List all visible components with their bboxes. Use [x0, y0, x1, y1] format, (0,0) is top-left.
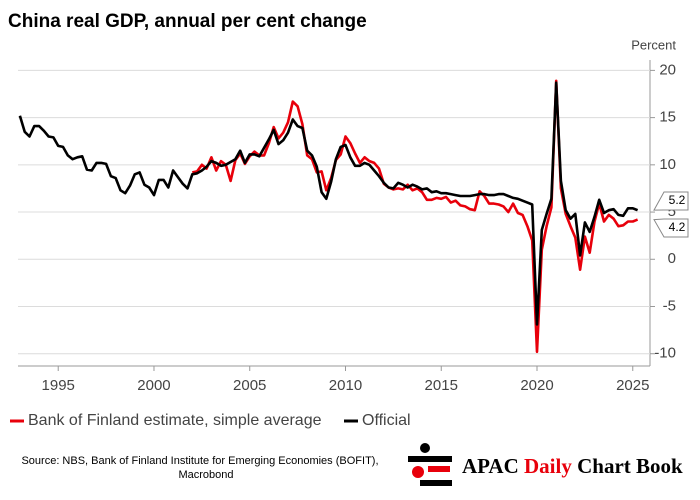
- end-label: 5.2: [669, 193, 686, 207]
- y-tick-label: 15: [659, 109, 676, 126]
- logo-icon: [408, 443, 452, 486]
- legend-label: Bank of Finland estimate, simple average: [28, 412, 322, 429]
- end-label-box: [653, 191, 689, 211]
- y-tick-label: -5: [663, 297, 676, 314]
- x-tick-label: 2000: [137, 377, 170, 394]
- brand-part: Chart Book: [577, 454, 683, 478]
- end-label: 4.2: [669, 220, 686, 234]
- x-tick-label: 2010: [329, 377, 362, 394]
- brand: APAC Daily Chart Book: [462, 454, 683, 478]
- source: Source: NBS, Bank of Finland Institute f…: [21, 455, 378, 467]
- x-tick-label: 2015: [425, 377, 458, 394]
- series-line: [192, 79, 639, 354]
- x-tick-label: 2025: [616, 377, 649, 394]
- brand-part: APAC: [462, 454, 519, 478]
- x-tick-label: 1995: [42, 377, 75, 394]
- y-tick-label: 10: [659, 156, 676, 173]
- chart-title: China real GDP, annual per cent change: [8, 11, 367, 32]
- y-tick-label: 5: [668, 203, 676, 220]
- x-tick-label: 2005: [233, 377, 266, 394]
- brand-part: Daily: [524, 454, 572, 478]
- y-unit-label: Percent: [631, 37, 676, 52]
- y-tick-label: -10: [654, 345, 676, 362]
- y-tick-label: 20: [659, 61, 676, 78]
- x-tick-label: 2020: [520, 377, 553, 394]
- series-line: [18, 81, 639, 326]
- y-tick-label: 0: [668, 250, 676, 267]
- end-label-box: [653, 218, 689, 238]
- source: Macrobond: [178, 469, 233, 481]
- legend-label: Official: [362, 412, 411, 429]
